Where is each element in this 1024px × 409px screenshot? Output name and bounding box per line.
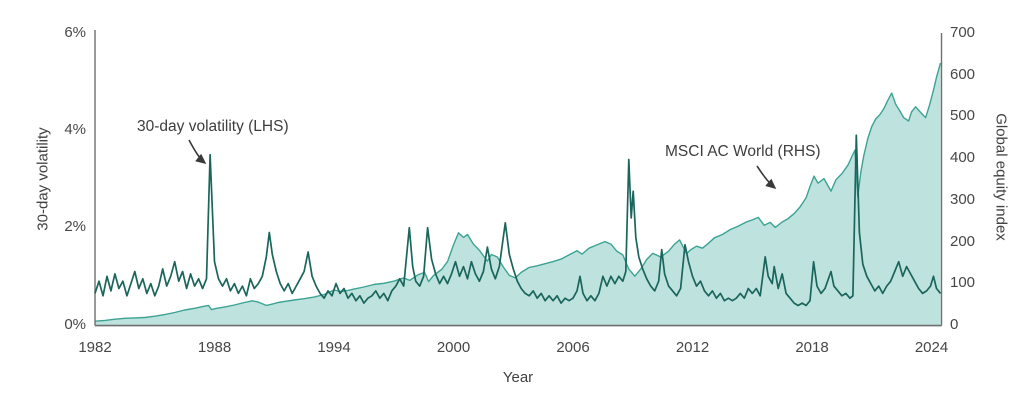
right-tick-600: 600 [950,65,976,83]
left-axis-title: 30-day volatility [34,127,52,231]
left-tick-2pct: 2% [64,218,86,235]
msci-annotation-label: MSCI AC World (RHS) [665,143,821,160]
volatility-line [94,134,942,307]
right-tick-200: 200 [950,232,976,250]
x-tick-2018: 2018 [795,339,829,356]
x-tick-1988: 1988 [197,339,232,356]
x-tick-2000: 2000 [436,339,471,356]
right-tick-400: 400 [950,149,976,167]
x-tick-2006: 2006 [556,339,590,356]
volatility-annotation-label: 30-day volatility (LHS) [137,118,289,135]
x-tick-1994: 1994 [317,339,351,356]
msci-area [95,63,941,325]
left-tick-0pct: 0% [64,316,86,333]
left-tick-6pct: 6% [64,24,86,41]
right-axis-title: Global equity index [992,113,1010,241]
msci-annotation-arrow [756,165,777,190]
x-tick-2012: 2012 [675,339,710,356]
right-tick-0: 0 [950,316,959,333]
x-axis-title: Year [502,369,534,386]
right-tick-100: 100 [950,274,976,292]
x-tick-1982: 1982 [78,339,112,356]
left-tick-4pct: 4% [64,121,86,138]
right-tick-500: 500 [950,107,976,125]
x-tick-2024: 2024 [914,339,949,356]
volatility-annotation-arrow [188,139,207,164]
right-tick-300: 300 [950,190,976,208]
right-tick-700: 700 [950,24,976,41]
